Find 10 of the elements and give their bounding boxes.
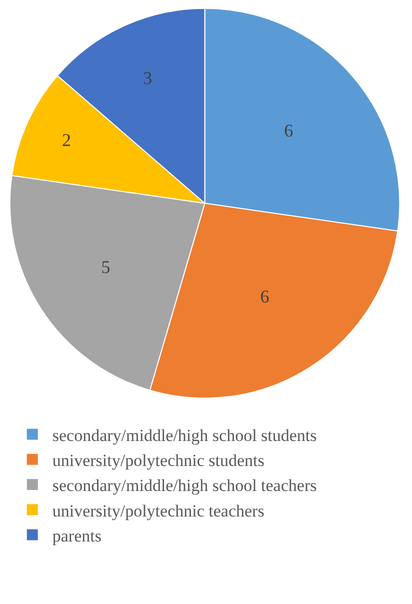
legend-label: parents bbox=[52, 526, 102, 546]
legend-label: secondary/middle/high school students bbox=[52, 426, 317, 445]
legend-label: university/polytechnic students bbox=[52, 451, 264, 470]
legend-label: university/polytechnic teachers bbox=[52, 501, 264, 520]
data-label: 6 bbox=[260, 286, 270, 307]
data-label: 6 bbox=[284, 120, 294, 141]
data-label: 3 bbox=[143, 68, 152, 88]
data-label: 2 bbox=[62, 130, 71, 150]
legend-label: secondary/middle/high school teachers bbox=[52, 476, 317, 496]
data-label: 5 bbox=[101, 256, 110, 277]
